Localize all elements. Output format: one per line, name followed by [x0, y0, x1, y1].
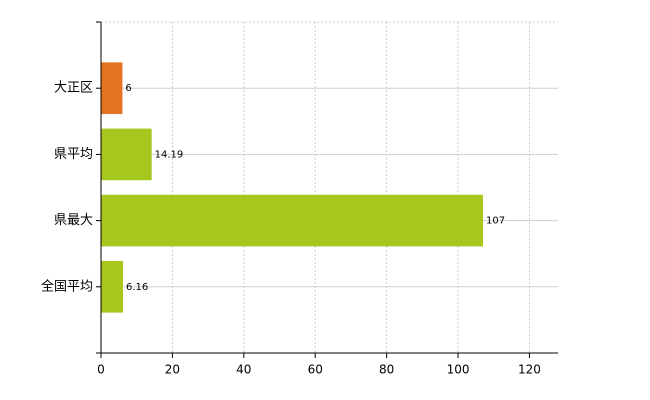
bar: [101, 260, 123, 313]
bar: [101, 128, 152, 181]
bar: [101, 194, 484, 247]
x-tick-label: 100: [447, 363, 470, 377]
y-tick-label: 大正区: [54, 81, 93, 96]
x-tick-label: 120: [518, 363, 541, 377]
value-label: 14.19: [155, 149, 184, 160]
y-tick-label: 全国平均: [41, 278, 93, 294]
bar: [101, 62, 123, 115]
value-label: 107: [486, 216, 505, 227]
x-tick-label: 40: [236, 363, 251, 377]
x-tick-label: 80: [379, 363, 394, 377]
x-tick-label: 0: [97, 363, 105, 377]
y-tick-label: 県最大: [54, 213, 93, 228]
value-label: 6: [125, 83, 131, 94]
value-label: 6.16: [126, 282, 148, 293]
x-tick-label: 60: [308, 363, 323, 377]
x-tick-label: 20: [165, 363, 180, 377]
y-tick-label: 県平均: [54, 147, 93, 162]
